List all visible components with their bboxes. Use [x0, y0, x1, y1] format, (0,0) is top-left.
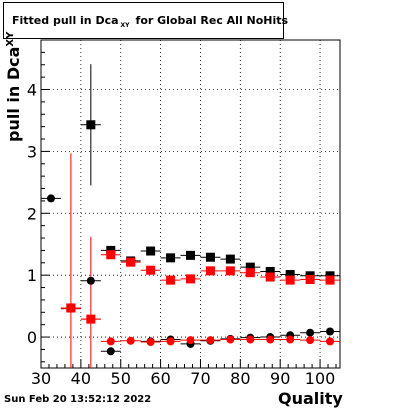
data-marker-square — [285, 270, 295, 280]
data-marker-square — [265, 272, 275, 282]
chart-title: Fitted pull in Dca XY for Global Rec All N… — [12, 14, 288, 29]
data-marker-square — [186, 274, 195, 284]
x-tick-label: 70 — [190, 369, 210, 388]
data-marker-square — [225, 254, 235, 264]
x-tick-label: 50 — [111, 369, 131, 388]
y-axis-label-main: pull in Dca — [4, 46, 23, 142]
data-marker-square — [205, 266, 215, 276]
title-box: Fitted pull in Dca XY for Global Rec All N… — [3, 2, 288, 39]
data-marker-square — [205, 252, 215, 262]
data-marker-square — [245, 268, 255, 278]
data-marker-square — [186, 250, 195, 260]
data-marker-circle — [126, 336, 135, 345]
data-marker-square — [106, 250, 116, 260]
x-tick-label: 60 — [150, 369, 170, 388]
data-marker-square — [126, 257, 136, 267]
data-marker-circle — [326, 327, 335, 336]
data-marker-square — [305, 275, 315, 285]
timestamp: Sun Feb 20 13:52:12 2022 — [4, 394, 152, 405]
x-tick-label: 30 — [31, 369, 51, 388]
data-marker-circle — [106, 337, 115, 346]
data-marker-circle — [106, 347, 115, 356]
data-marker-square — [166, 253, 176, 263]
title-prefix: Fitted pull in Dca — [12, 14, 119, 27]
y-tick-label: 4 — [27, 81, 37, 100]
data-marker-circle — [306, 328, 315, 337]
data-marker-circle — [166, 337, 175, 346]
data-marker-square — [265, 266, 275, 276]
y-axis-label: pull in DcaXY — [4, 32, 23, 142]
x-tick-label: 100 — [305, 369, 336, 388]
title-suffix: for Global Rec All NoHits — [135, 14, 289, 27]
data-marker-square — [325, 275, 335, 285]
title-subscript: XY — [120, 22, 130, 29]
data-marker-square — [225, 266, 235, 276]
data-marker-square — [166, 275, 176, 285]
data-marker-circle — [286, 335, 295, 344]
data-marker-circle — [306, 336, 315, 345]
x-tick-label: 90 — [270, 369, 290, 388]
data-marker-circle — [226, 335, 235, 344]
data-marker-circle — [46, 194, 55, 203]
x-axis-label: Quality — [278, 389, 343, 408]
data-marker-square — [146, 265, 156, 275]
data-marker-circle — [146, 338, 155, 347]
data-marker-square — [146, 246, 156, 256]
data-marker-circle — [206, 336, 215, 345]
y-tick-label: 3 — [27, 142, 37, 161]
data-marker-circle — [246, 335, 255, 344]
data-marker-circle — [326, 337, 335, 346]
y-axis-label-subscript: XY — [5, 31, 16, 47]
data-marker-circle — [186, 336, 195, 345]
data-marker-square — [285, 275, 295, 285]
data-marker-circle — [86, 315, 95, 324]
y-tick-label: 0 — [27, 328, 37, 347]
data-marker-square — [245, 262, 255, 272]
x-tick-label: 40 — [71, 369, 91, 388]
data-marker-circle — [66, 304, 75, 313]
data-marker-circle — [266, 335, 275, 344]
data-marker-square — [86, 120, 96, 130]
data-marker-circle — [86, 276, 95, 285]
y-tick-label: 2 — [27, 204, 37, 223]
y-tick-label: 1 — [27, 266, 37, 285]
x-tick-label: 80 — [230, 369, 250, 388]
